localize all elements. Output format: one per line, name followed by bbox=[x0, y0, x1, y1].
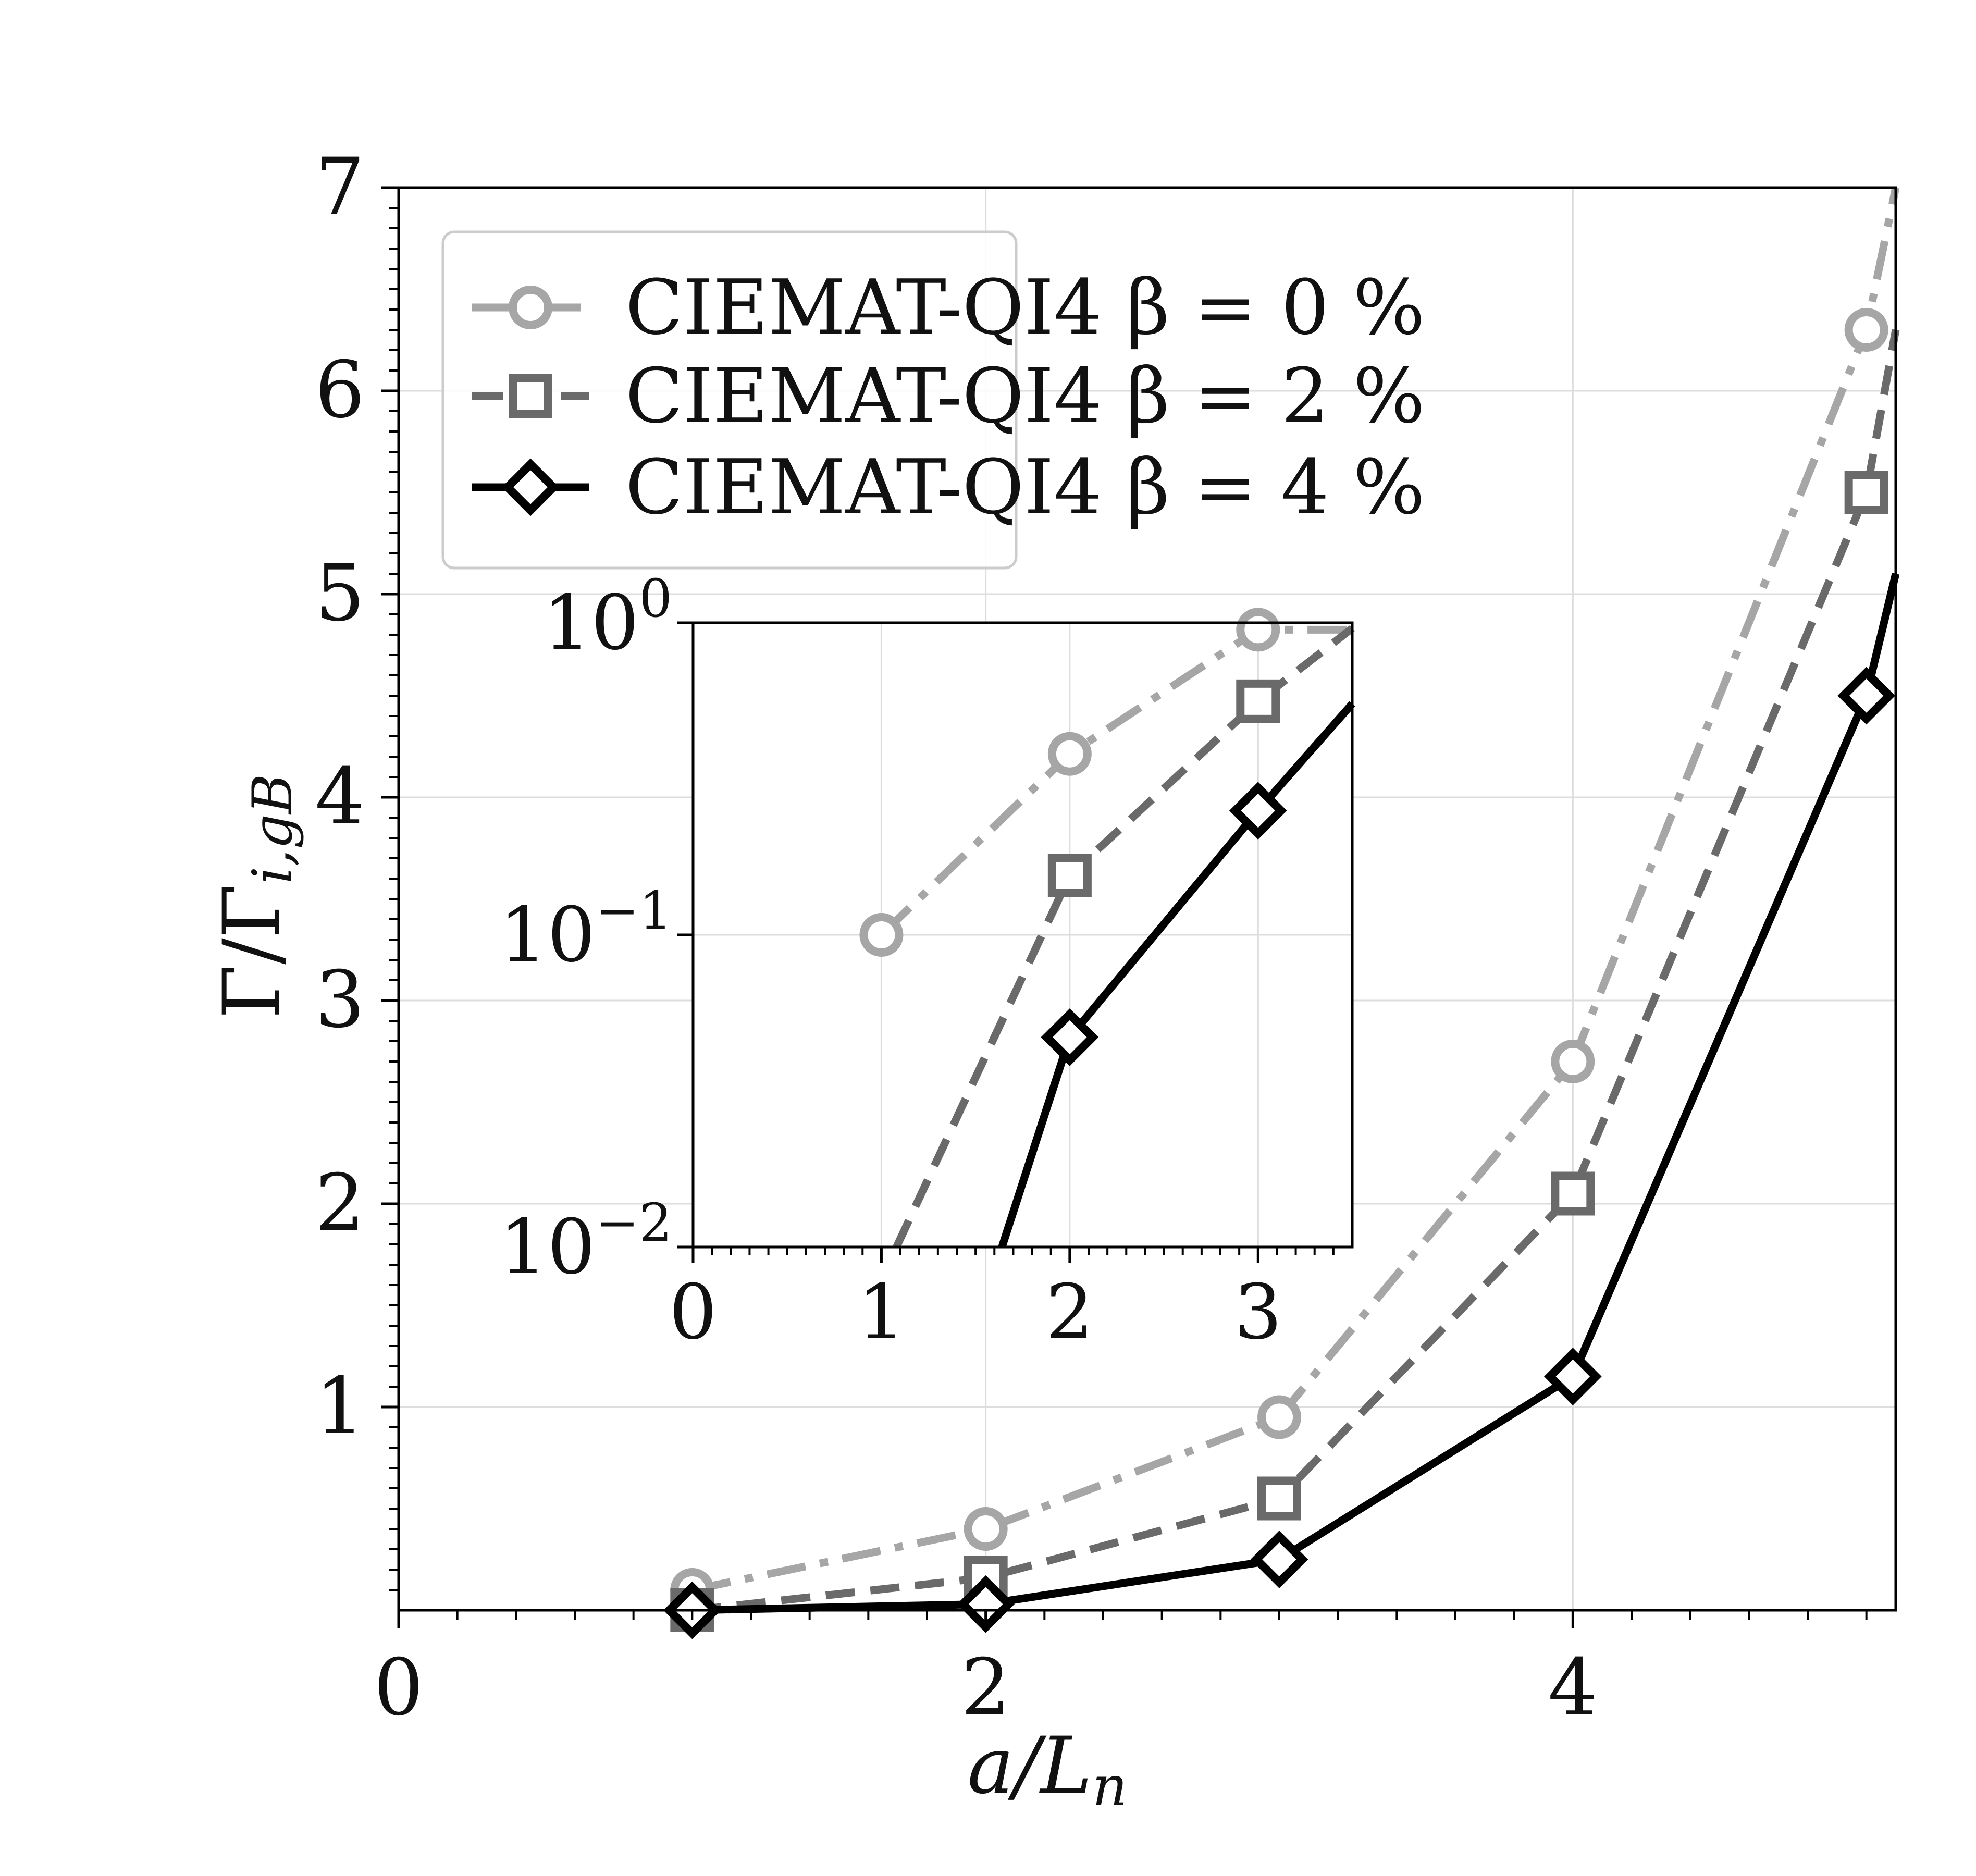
inset-x-tick-label: 2 bbox=[1046, 1268, 1094, 1356]
inset-data-point-1 bbox=[1047, 853, 1092, 897]
inset-data-point-2 bbox=[1229, 782, 1287, 840]
inset-series-line-2 bbox=[998, 701, 1355, 1249]
inset-data-point-0 bbox=[1047, 732, 1092, 776]
y-tick-label: 3 bbox=[315, 955, 365, 1045]
x-tick-label: 2 bbox=[961, 1643, 1010, 1733]
data-point-2 bbox=[1544, 1348, 1602, 1405]
y-tick-label: 2 bbox=[315, 1158, 365, 1249]
legend: CIEMAT-QI4 β = 0 %CIEMAT-QI4 β = 2 %CIEM… bbox=[441, 230, 1425, 570]
series-line-0 bbox=[691, 187, 1900, 1594]
data-point-0 bbox=[1551, 1040, 1595, 1083]
x-tick-label: 4 bbox=[1548, 1643, 1598, 1733]
inset-y-tick-label: 10−1 bbox=[499, 880, 672, 979]
inset-data-point-0 bbox=[1236, 608, 1280, 652]
data-point-2 bbox=[1250, 1531, 1308, 1588]
inset-data-point-2 bbox=[1041, 1008, 1099, 1066]
inset-x-tick-label: 1 bbox=[857, 1268, 905, 1356]
inset-series-lines bbox=[879, 625, 1355, 1249]
legend-marker-2 bbox=[501, 458, 560, 516]
inset-data-point-0 bbox=[859, 913, 904, 957]
data-point-0 bbox=[1844, 308, 1888, 352]
main-series-markers bbox=[663, 308, 1895, 1639]
inset-x-tick-label: 3 bbox=[1234, 1268, 1282, 1356]
legend-marker-1 bbox=[509, 374, 552, 418]
inset-y-tick-label: 10−2 bbox=[499, 1192, 672, 1291]
inset-series-markers bbox=[859, 608, 1287, 1066]
legend-label-2: CIEMAT-QI4 β = 4 % bbox=[625, 443, 1425, 532]
y-tick-label: 1 bbox=[315, 1361, 365, 1452]
x-axis-title: a/Ln bbox=[967, 1721, 1127, 1818]
main-axis-ticks: 0 2 4 1 2 3 4 5 6 7 bbox=[315, 142, 1868, 1733]
data-point-0 bbox=[1257, 1395, 1301, 1439]
legend-label-0: CIEMAT-QI4 β = 0 % bbox=[625, 264, 1425, 352]
inset-series-line-1 bbox=[893, 625, 1355, 1249]
x-tick-label: 0 bbox=[374, 1643, 423, 1733]
y-tick-label: 6 bbox=[315, 345, 365, 436]
y-axis-title: Γ/Γi,gB bbox=[207, 774, 304, 1019]
data-point-1 bbox=[1844, 471, 1888, 514]
data-point-1 bbox=[1551, 1171, 1595, 1216]
legend-marker-0 bbox=[509, 286, 552, 329]
y-tick-label: 5 bbox=[315, 548, 365, 639]
legend-label-1: CIEMAT-QI4 β = 2 % bbox=[625, 352, 1425, 440]
inset-x-tick-label: 0 bbox=[669, 1268, 717, 1356]
inset-series-line-0 bbox=[879, 625, 1352, 938]
y-tick-label: 4 bbox=[315, 751, 365, 842]
data-point-1 bbox=[1257, 1476, 1301, 1521]
data-point-0 bbox=[964, 1507, 1008, 1551]
inset-y-tick-label: 100 bbox=[543, 568, 672, 667]
series-line-1 bbox=[691, 329, 1900, 1614]
inset-data-point-1 bbox=[1236, 679, 1280, 723]
y-tick-label: 7 bbox=[315, 142, 365, 232]
data-point-2 bbox=[1837, 667, 1895, 725]
inset-axis-ticks: 0 1 2 3 100 10−1 10−2 bbox=[499, 568, 1335, 1356]
